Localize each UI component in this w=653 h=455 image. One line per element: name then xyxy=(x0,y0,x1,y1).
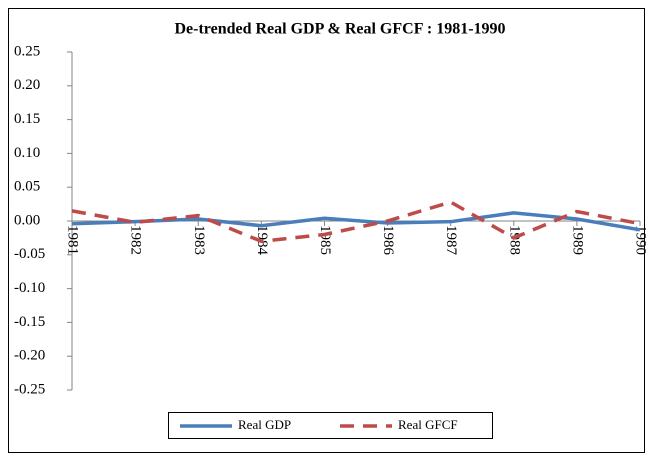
y-tick-label: -0.15 xyxy=(14,314,45,330)
x-tick-label: 1985 xyxy=(317,225,333,255)
x-tick-label: 1989 xyxy=(569,225,585,255)
legend-label: Real GFCF xyxy=(398,417,458,432)
y-tick-label: 0.05 xyxy=(14,179,40,195)
series-line xyxy=(71,200,641,244)
y-tick-label: 0.25 xyxy=(14,43,40,59)
y-tick-label: -0.05 xyxy=(14,246,45,262)
x-tick-label: 1987 xyxy=(443,225,459,256)
legend: Real GDP Real GFCF xyxy=(168,412,493,439)
y-tick-label: 0.10 xyxy=(14,145,40,161)
chart-border xyxy=(8,8,645,453)
y-tick-label: -0.25 xyxy=(14,381,45,397)
x-tick-label: 1986 xyxy=(380,225,396,256)
y-tick-label: 0.15 xyxy=(14,111,40,127)
x-tick-label: 1982 xyxy=(128,225,144,255)
x-tick-label: 1990 xyxy=(633,225,649,255)
y-tick-label: -0.10 xyxy=(14,280,45,296)
y-tick-label: 0.20 xyxy=(14,77,40,93)
x-tick-label: 1983 xyxy=(191,225,207,255)
x-tick-label: 1988 xyxy=(506,225,522,255)
y-tick-label: 0.00 xyxy=(14,212,40,228)
y-tick-label: -0.20 xyxy=(14,348,45,364)
legend-label: Real GDP xyxy=(238,417,291,432)
x-tick-label: 1981 xyxy=(65,225,81,255)
chart-title: De-trended Real GDP & Real GFCF : 1981-1… xyxy=(174,21,505,38)
